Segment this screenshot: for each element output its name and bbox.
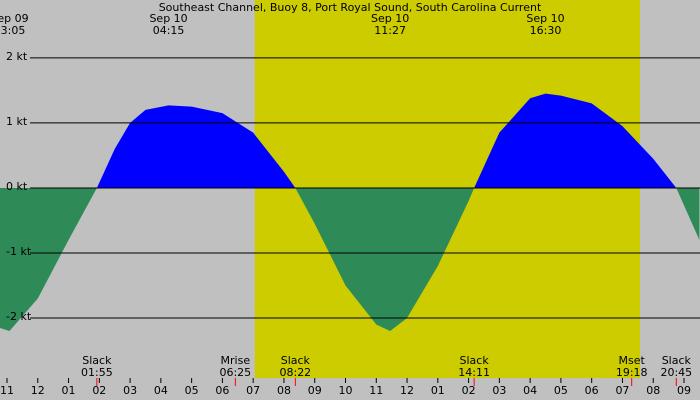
- x-tick-label: 12: [31, 384, 45, 397]
- peak-date: Sep 09: [0, 12, 29, 25]
- x-tick-label: 04: [523, 384, 537, 397]
- x-tick-label: 05: [554, 384, 568, 397]
- x-tick-label: 01: [431, 384, 445, 397]
- peak-time: 16:30: [530, 24, 562, 37]
- event-time: 14:11: [458, 366, 490, 379]
- x-tick-label: 10: [338, 384, 352, 397]
- x-tick-label: 04: [154, 384, 168, 397]
- event-label: Mset: [619, 354, 646, 367]
- peak-date: Sep 10: [371, 12, 409, 25]
- x-tick-label: 09: [308, 384, 322, 397]
- x-tick-label: 08: [646, 384, 660, 397]
- event-time: 19:18: [616, 366, 648, 379]
- x-tick-label: 11: [0, 384, 14, 397]
- event-time: 20:45: [660, 366, 692, 379]
- y-tick-label: -2 kt: [6, 310, 32, 323]
- x-tick-label: 03: [123, 384, 137, 397]
- y-tick-label: 1 kt: [6, 115, 28, 128]
- y-tick-label: 2 kt: [6, 50, 28, 63]
- x-tick-label: 02: [462, 384, 476, 397]
- peak-time: 11:27: [374, 24, 406, 37]
- chart-title: Southeast Channel, Buoy 8, Port Royal So…: [159, 1, 542, 14]
- x-tick-label: 11: [369, 384, 383, 397]
- ebb-area: [676, 187, 700, 240]
- x-tick-label: 06: [585, 384, 599, 397]
- x-tick-label: 05: [185, 384, 199, 397]
- flood-area: [474, 93, 677, 188]
- x-tick-label: 03: [492, 384, 506, 397]
- peak-date: Sep 10: [526, 12, 564, 25]
- event-label: Slack: [82, 354, 112, 367]
- x-tick-label: 06: [215, 384, 229, 397]
- event-label: Mrise: [221, 354, 251, 367]
- event-time: 01:55: [81, 366, 113, 379]
- ebb-area: [0, 187, 97, 332]
- x-tick-label: 07: [246, 384, 260, 397]
- peak-time: 23:05: [0, 24, 25, 37]
- y-tick-label: 0 kt: [6, 180, 28, 193]
- event-label: Slack: [281, 354, 311, 367]
- x-tick-label: 01: [62, 384, 76, 397]
- peak-time: 04:15: [153, 24, 185, 37]
- ebb-area: [295, 187, 475, 332]
- event-time: 08:22: [279, 366, 311, 379]
- x-tick-label: 08: [277, 384, 291, 397]
- x-tick-label: 02: [92, 384, 106, 397]
- flood-area: [96, 105, 296, 188]
- x-tick-label: 07: [615, 384, 629, 397]
- x-tick-label: 12: [400, 384, 414, 397]
- y-tick-label: -1 kt: [6, 245, 32, 258]
- event-label: Slack: [460, 354, 490, 367]
- event-label: Slack: [662, 354, 692, 367]
- x-tick-label: 09: [677, 384, 691, 397]
- event-time: 06:25: [219, 366, 251, 379]
- peak-date: Sep 10: [149, 12, 187, 25]
